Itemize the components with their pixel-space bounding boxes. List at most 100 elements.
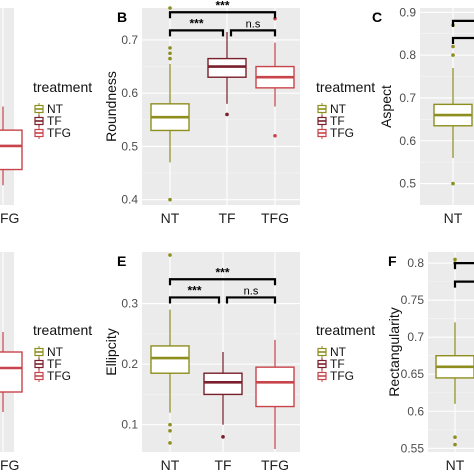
bracket-line — [453, 262, 474, 270]
y-tick-label: 0.75 — [401, 293, 425, 307]
bracket-line — [453, 280, 474, 288]
panel-b: 0.4 0.5 0.6 0.7 *** *** n.s NT TF TFG Roundness B — [103, 0, 300, 226]
bracket-line — [168, 29, 225, 37]
outlier-point — [168, 428, 172, 433]
y-tick-label: 0.7 — [121, 33, 138, 47]
panel-letter: E — [117, 253, 126, 269]
legend-key-tfg — [317, 127, 327, 139]
bracket-line — [229, 29, 277, 37]
bracket-line — [168, 11, 277, 19]
box-body — [0, 351, 23, 393]
x-tick-label: FG — [0, 457, 19, 473]
x-tick-label: FG — [0, 210, 19, 226]
legend-key-tfg — [317, 370, 327, 382]
x-tick-label: NT — [161, 457, 180, 473]
box-body — [203, 372, 243, 396]
panel-letter: B — [117, 9, 127, 25]
significance-label: *** — [215, 265, 229, 279]
outlier-point — [453, 442, 457, 447]
bracket-line — [451, 19, 474, 27]
panel-background — [428, 252, 474, 452]
outlier-point — [168, 56, 172, 61]
outlier-point — [451, 181, 455, 186]
significance-label: *** — [215, 0, 229, 12]
y-axis-title: Rectangularity — [386, 307, 402, 397]
box-tfg — [0, 106, 23, 186]
outlier-point — [168, 253, 172, 257]
legend-key-nt — [34, 346, 44, 358]
y-tick-label: 0.65 — [401, 367, 425, 381]
legend-label: TFG — [47, 369, 71, 383]
significance-bracket — [451, 36, 474, 44]
significance-bracket — [451, 19, 474, 27]
outlier-point — [451, 44, 455, 49]
significance-bracket: *** — [453, 262, 474, 270]
legend-key-nt — [34, 103, 44, 115]
y-axis-title: Roundness — [103, 71, 119, 142]
y-axis-title: Ellipcity — [103, 328, 119, 375]
y-tick-label: 0.7 — [407, 330, 424, 344]
panel-a: FG — [0, 8, 23, 226]
y-axis-title: Aspect — [378, 85, 394, 128]
y-tick-label: 0.3 — [121, 297, 138, 311]
outlier-point — [221, 435, 225, 439]
outlier-point — [168, 51, 172, 56]
bracket-line — [451, 36, 474, 44]
y-tick-label: 0.6 — [407, 404, 424, 418]
y-tick-label: 0.6 — [399, 134, 416, 148]
outlier-point — [168, 197, 172, 202]
legend-title: treatment — [316, 79, 375, 95]
box-nt — [435, 257, 474, 447]
panel-background — [0, 8, 14, 205]
outlier-point — [451, 53, 455, 57]
significance-bracket: n.s — [225, 285, 277, 304]
y-tick-label: 0.9 — [399, 5, 416, 19]
significance-bracket — [453, 280, 474, 288]
legend-key-tf — [317, 358, 327, 370]
significance-label: n.s — [246, 18, 261, 30]
y-tick-label: 0.5 — [399, 177, 416, 191]
panel-letter: F — [388, 253, 397, 269]
bracket-line — [168, 296, 221, 304]
box-tfg — [0, 332, 23, 412]
outlier-point — [273, 133, 277, 138]
y-tick-label: 0.4 — [121, 193, 138, 207]
box-nt — [150, 6, 190, 202]
legend-label: TFG — [47, 126, 71, 140]
significance-bracket: *** — [168, 16, 225, 37]
legend-key-tf — [317, 115, 327, 127]
legend-title: treatment — [33, 322, 92, 338]
panel-c: 0.50.60.70.80.9NTTFTFGAspectC — [372, 5, 474, 226]
outlier-point — [168, 6, 172, 10]
x-tick-label: NT — [444, 210, 463, 226]
legend-key-nt — [317, 346, 327, 358]
legend-key-tf — [34, 358, 44, 370]
legend-key-tfg — [34, 127, 44, 139]
legend-key-tf — [34, 115, 44, 127]
legend-label: NT — [47, 102, 64, 116]
x-tick-label: NT — [161, 210, 180, 226]
bracket-line — [168, 278, 277, 286]
significance-bracket: *** — [168, 0, 277, 19]
y-tick-label: 0.6 — [121, 86, 138, 100]
box-nt — [150, 253, 190, 445]
panel-f: 0.550.60.650.70.750.8***NTTFTFGRectangul… — [386, 252, 474, 473]
x-tick-label: TFG — [261, 210, 289, 226]
outlier-point — [168, 46, 172, 50]
panel-d: FG — [0, 252, 23, 473]
bracket-line — [225, 296, 277, 304]
legend-title: treatment — [33, 79, 92, 95]
significance-label: n.s — [244, 285, 259, 297]
outlier-point — [453, 257, 457, 262]
y-tick-label: 0.5 — [121, 139, 138, 153]
panel-letter: C — [372, 9, 382, 25]
y-tick-label: 0.55 — [401, 441, 425, 455]
legend-label: NT — [47, 345, 64, 359]
legend-label: TF — [330, 357, 345, 371]
legend-label: TF — [47, 357, 62, 371]
significance-bracket: *** — [168, 283, 221, 304]
